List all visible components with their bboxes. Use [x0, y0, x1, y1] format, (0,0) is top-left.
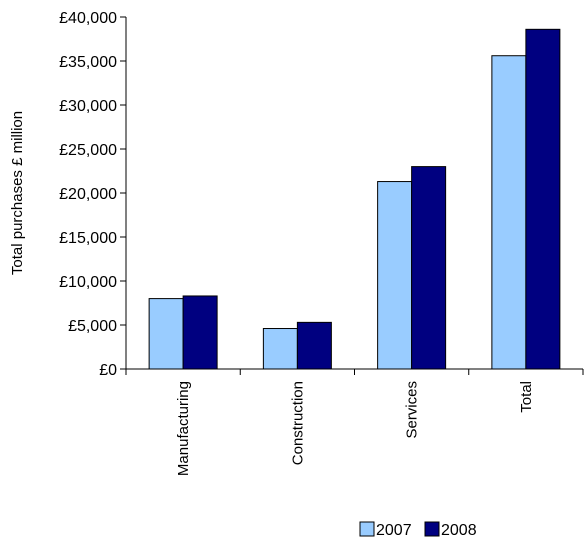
- bar-2007-total: [491, 55, 527, 370]
- bar-2008-services: [411, 166, 447, 370]
- y-tick-label: £20,000: [59, 186, 117, 203]
- category-label: Construction: [289, 381, 306, 465]
- y-tick-label: £40,000: [59, 10, 117, 27]
- y-tick-label: £30,000: [59, 98, 117, 115]
- y-tick-label: £25,000: [59, 142, 117, 159]
- x-axis-ticks: [125, 369, 584, 375]
- y-tick-label: £0: [99, 362, 117, 379]
- category-label: Total: [518, 381, 535, 413]
- bar-2007-construction: [262, 328, 298, 370]
- y-tick-label: £10,000: [59, 274, 117, 291]
- legend-swatch-2008: [424, 521, 440, 537]
- y-axis-ticks: £0 £5,000 £10,000 £15,000 £20,000 £25,000 £30,…: [59, 10, 126, 379]
- bars: [148, 28, 561, 370]
- y-tick-label: £35,000: [59, 54, 117, 71]
- category-label: Services: [404, 381, 421, 439]
- legend-label-2007: 2007: [376, 522, 412, 539]
- bar-2008-total: [525, 28, 561, 370]
- legend: 2007 2008: [359, 521, 477, 539]
- y-axis-title: Total purchases £ million: [9, 111, 26, 275]
- bar-2008-construction: [296, 321, 332, 370]
- bar-2008-manufacturing: [182, 295, 218, 370]
- category-labels: Manufacturing Construction Services Total: [175, 381, 535, 476]
- bar-2007-manufacturing: [148, 298, 184, 370]
- bar-2007-services: [377, 181, 413, 370]
- y-tick-label: £5,000: [68, 318, 117, 335]
- category-label: Manufacturing: [175, 381, 192, 476]
- y-tick-label: £15,000: [59, 230, 117, 247]
- legend-swatch-2007: [359, 521, 375, 537]
- legend-label-2008: 2008: [441, 522, 477, 539]
